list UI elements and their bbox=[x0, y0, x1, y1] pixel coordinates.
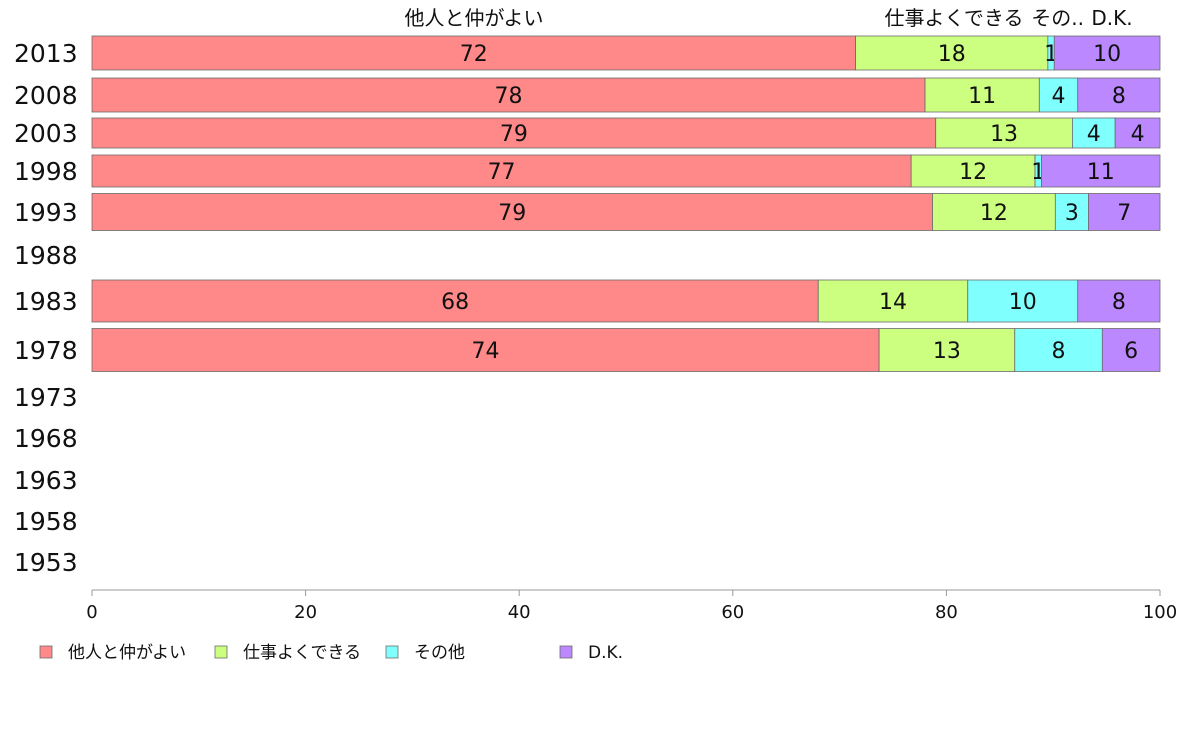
data-label-2008-4: 8 bbox=[1112, 84, 1126, 109]
bar-segment-1978-2 bbox=[878, 328, 1016, 372]
bar-segment-1983-3 bbox=[967, 279, 1079, 323]
bar-segment-1978-3 bbox=[1014, 328, 1103, 372]
x-tick-label-0: 0 bbox=[86, 602, 97, 623]
data-label-1978-3: 8 bbox=[1052, 339, 1066, 364]
data-label-1998-1: 77 bbox=[488, 160, 516, 185]
category-label-2003: 2003 bbox=[14, 119, 78, 148]
bar-segment-2003-1 bbox=[91, 117, 937, 149]
data-label-1993-1: 79 bbox=[498, 201, 526, 226]
category-label-1958: 1958 bbox=[14, 507, 78, 536]
x-tick-label-80: 80 bbox=[935, 602, 958, 623]
category-label-1968: 1968 bbox=[14, 424, 78, 453]
data-label-1978-1: 74 bbox=[472, 339, 500, 364]
data-label-1993-3: 3 bbox=[1065, 201, 1079, 226]
data-label-1998-4: 11 bbox=[1087, 160, 1115, 185]
legend-label-2: 仕事よくできる bbox=[243, 643, 361, 663]
bar-segment-2008-2 bbox=[924, 77, 1040, 113]
data-label-1983-4: 8 bbox=[1112, 290, 1126, 315]
category-label-1953: 1953 bbox=[14, 548, 78, 577]
bar-segment-1998-4 bbox=[1041, 154, 1161, 188]
data-label-1978-4: 6 bbox=[1124, 339, 1138, 364]
bar-segment-1993-2 bbox=[932, 193, 1056, 231]
data-label-1983-2: 14 bbox=[879, 290, 907, 315]
x-tick-label-40: 40 bbox=[508, 602, 531, 623]
legend-label-3: その他 bbox=[414, 643, 465, 663]
data-label-1983-1: 68 bbox=[441, 290, 469, 315]
category-label-1988: 1988 bbox=[14, 241, 78, 270]
category-label-1973: 1973 bbox=[14, 383, 78, 412]
bar-segment-1993-4 bbox=[1088, 193, 1161, 231]
data-label-2003-4: 4 bbox=[1131, 122, 1145, 147]
category-label-1978: 1978 bbox=[14, 336, 78, 365]
data-label-2013-4: 10 bbox=[1093, 42, 1121, 67]
bar-segment-2003-4 bbox=[1114, 117, 1161, 149]
bar-segment-2008-1 bbox=[91, 77, 926, 113]
data-label-1993-4: 7 bbox=[1117, 201, 1131, 226]
legend-swatch-4 bbox=[559, 645, 573, 659]
x-tick-label-20: 20 bbox=[294, 602, 317, 623]
x-tick-label-100: 100 bbox=[1143, 602, 1177, 623]
series-header-4: D.K. bbox=[1091, 6, 1132, 30]
data-label-2003-1: 79 bbox=[500, 122, 528, 147]
x-tick-label-60: 60 bbox=[721, 602, 744, 623]
series-header-3: その.. bbox=[1031, 6, 1084, 30]
data-label-2008-1: 78 bbox=[495, 84, 523, 109]
category-label-1998: 1998 bbox=[14, 157, 78, 186]
data-label-1983-3: 10 bbox=[1009, 290, 1037, 315]
data-label-2013-1: 72 bbox=[460, 42, 488, 67]
legend-swatch-3 bbox=[385, 645, 399, 659]
bar-segment-1998-2 bbox=[910, 154, 1036, 188]
legend-swatch-1 bbox=[39, 645, 53, 659]
bar-segment-1993-3 bbox=[1054, 193, 1089, 231]
bar-segment-1998-1 bbox=[91, 154, 912, 188]
data-label-2003-3: 4 bbox=[1087, 122, 1101, 147]
bar-segment-2008-3 bbox=[1038, 77, 1079, 113]
data-label-1998-2: 12 bbox=[959, 160, 987, 185]
category-label-2008: 2008 bbox=[14, 81, 78, 110]
bar-segment-2013-2 bbox=[855, 35, 1049, 71]
bar-segment-1983-4 bbox=[1077, 279, 1161, 323]
category-label-2013: 2013 bbox=[14, 39, 78, 68]
data-label-2008-2: 11 bbox=[968, 84, 996, 109]
category-label-1983: 1983 bbox=[14, 287, 78, 316]
legend-label-1: 他人と仲がよい bbox=[68, 643, 186, 663]
legend-swatch-2 bbox=[214, 645, 228, 659]
data-label-2013-2: 18 bbox=[938, 42, 966, 67]
bar-segment-1983-1 bbox=[91, 279, 819, 323]
data-label-2008-3: 4 bbox=[1052, 84, 1066, 109]
bar-segment-1983-2 bbox=[817, 279, 969, 323]
bar-segment-1978-4 bbox=[1101, 328, 1161, 372]
category-label-1963: 1963 bbox=[14, 466, 78, 495]
bar-segment-2013-1 bbox=[91, 35, 857, 71]
series-header-1: 他人と仲がよい bbox=[405, 6, 544, 30]
series-header-2: 仕事よくできる bbox=[885, 6, 1024, 30]
bar-segment-1978-1 bbox=[91, 328, 880, 372]
data-label-2003-2: 13 bbox=[990, 122, 1018, 147]
category-label-1993: 1993 bbox=[14, 198, 78, 227]
legend-label-4: D.K. bbox=[588, 643, 623, 663]
bar-segment-2013-4 bbox=[1053, 35, 1161, 71]
bar-segment-1993-1 bbox=[91, 193, 933, 231]
data-label-1993-2: 12 bbox=[980, 201, 1008, 226]
bar-segment-2008-4 bbox=[1077, 77, 1161, 113]
bar-segment-2003-2 bbox=[935, 117, 1073, 149]
data-label-1978-2: 13 bbox=[933, 339, 961, 364]
